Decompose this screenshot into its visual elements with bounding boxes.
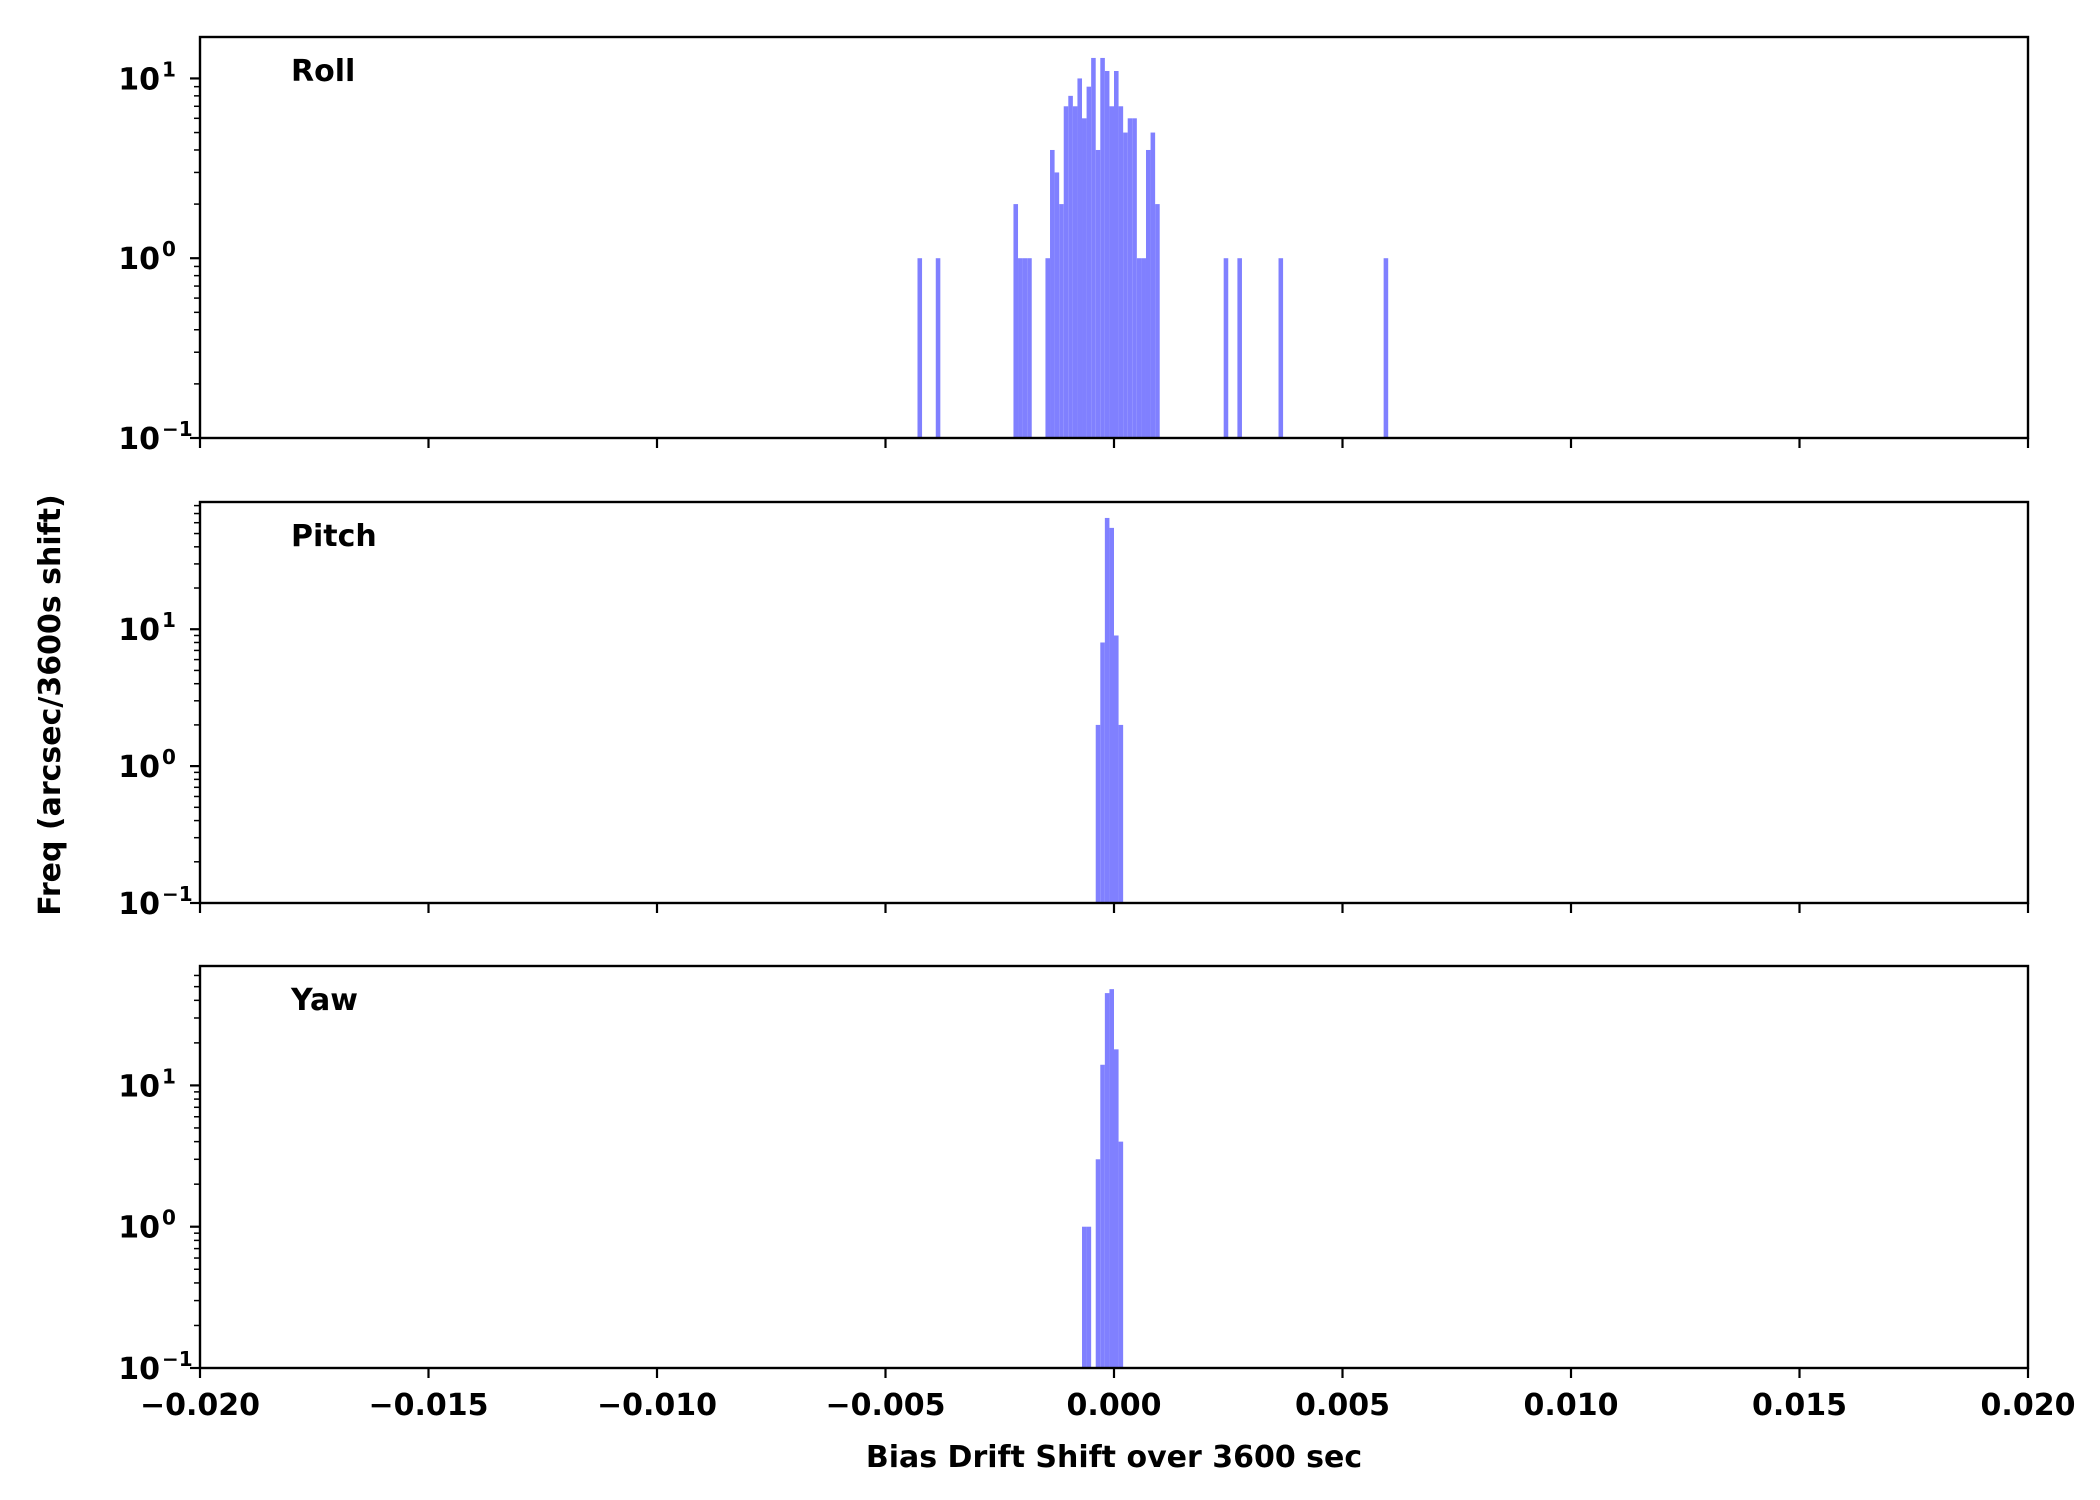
bar-roll-5 [1027, 258, 1032, 438]
bar-roll-2 [1013, 204, 1019, 438]
y-tick-exponent: −1 [162, 417, 193, 441]
bar-roll-10 [1063, 106, 1069, 438]
bar-pitch-1 [1100, 642, 1105, 903]
bar-roll-34 [1383, 258, 1389, 438]
bar-yaw-4 [1104, 993, 1110, 1368]
bar-roll-0 [917, 258, 923, 438]
x-tick-label: −0.015 [368, 1388, 488, 1423]
y-tick-exponent: 1 [162, 608, 176, 632]
x-tick-label: 0.015 [1752, 1388, 1847, 1423]
y-tick-exponent: 0 [162, 1206, 176, 1230]
bar-yaw-0 [1082, 1226, 1087, 1368]
bar-roll-21 [1114, 70, 1119, 438]
x-tick-label: −0.005 [825, 1388, 945, 1423]
y-axis-label: Freq (arcsec/3600s shift) [33, 494, 68, 916]
bar-pitch-4 [1114, 635, 1119, 903]
bar-roll-17 [1095, 149, 1101, 438]
bar-roll-18 [1100, 57, 1105, 438]
bar-roll-11 [1068, 95, 1073, 439]
y-tick-exponent: 0 [162, 745, 176, 769]
bar-roll-22 [1118, 106, 1124, 438]
bar-roll-23 [1123, 132, 1128, 438]
x-tick-label: 0.005 [1295, 1388, 1390, 1423]
bar-pitch-3 [1109, 527, 1114, 903]
y-tick-exponent: 1 [162, 1064, 176, 1088]
bar-roll-16 [1091, 57, 1096, 438]
bar-roll-13 [1077, 78, 1083, 439]
bar-yaw-7 [1118, 1141, 1124, 1368]
x-axis-label: Bias Drift Shift over 3600 sec [866, 1440, 1362, 1475]
bar-roll-31 [1223, 258, 1229, 438]
y-tick-label: 10 [118, 1352, 160, 1387]
bar-pitch-2 [1104, 517, 1110, 903]
y-tick-exponent: 0 [162, 237, 176, 261]
bar-roll-1 [935, 258, 941, 438]
bar-roll-3 [1018, 258, 1023, 438]
bar-roll-26 [1136, 258, 1142, 438]
bar-roll-24 [1127, 118, 1133, 439]
bar-roll-19 [1104, 70, 1110, 438]
y-tick-label: 10 [118, 62, 160, 97]
y-tick-exponent: −1 [162, 1347, 193, 1371]
bar-pitch-5 [1118, 724, 1124, 903]
panel-label: Pitch [291, 519, 377, 554]
bar-roll-33 [1278, 258, 1284, 438]
bar-yaw-3 [1100, 1064, 1105, 1368]
bar-yaw-2 [1095, 1159, 1101, 1368]
x-tick-label: 0.020 [1981, 1388, 2076, 1423]
bar-roll-28 [1145, 149, 1151, 438]
bar-roll-25 [1132, 118, 1137, 439]
panel-label: Roll [291, 54, 355, 89]
bar-roll-8 [1054, 172, 1060, 438]
y-tick-label: 10 [118, 613, 160, 648]
bar-roll-27 [1141, 258, 1146, 438]
x-tick-label: −0.010 [597, 1388, 717, 1423]
bar-roll-9 [1059, 204, 1064, 438]
y-tick-label: 10 [118, 1069, 160, 1104]
x-tick-label: 0.010 [1524, 1388, 1619, 1423]
bar-roll-7 [1050, 149, 1055, 438]
bar-roll-29 [1150, 132, 1156, 438]
bar-roll-14 [1082, 118, 1087, 439]
bar-yaw-5 [1109, 989, 1114, 1368]
y-tick-label: 10 [118, 1211, 160, 1246]
y-tick-label: 10 [118, 750, 160, 785]
y-tick-label: 10 [118, 422, 160, 457]
bar-roll-15 [1086, 86, 1092, 438]
bar-pitch-0 [1095, 724, 1101, 903]
bar-yaw-6 [1114, 1049, 1119, 1368]
bar-roll-4 [1022, 258, 1028, 438]
bar-roll-32 [1237, 258, 1242, 438]
bar-roll-12 [1072, 106, 1078, 438]
y-tick-exponent: 1 [162, 57, 176, 81]
y-tick-exponent: −1 [162, 882, 193, 906]
y-tick-label: 10 [118, 887, 160, 922]
x-tick-label: 0.000 [1067, 1388, 1162, 1423]
x-tick-label: −0.020 [140, 1388, 260, 1423]
y-tick-label: 10 [118, 242, 160, 277]
bar-roll-6 [1045, 258, 1051, 438]
bar-roll-30 [1155, 204, 1160, 438]
bar-yaw-1 [1086, 1226, 1092, 1368]
bar-roll-20 [1109, 106, 1114, 438]
panel-label: Yaw [290, 983, 358, 1018]
